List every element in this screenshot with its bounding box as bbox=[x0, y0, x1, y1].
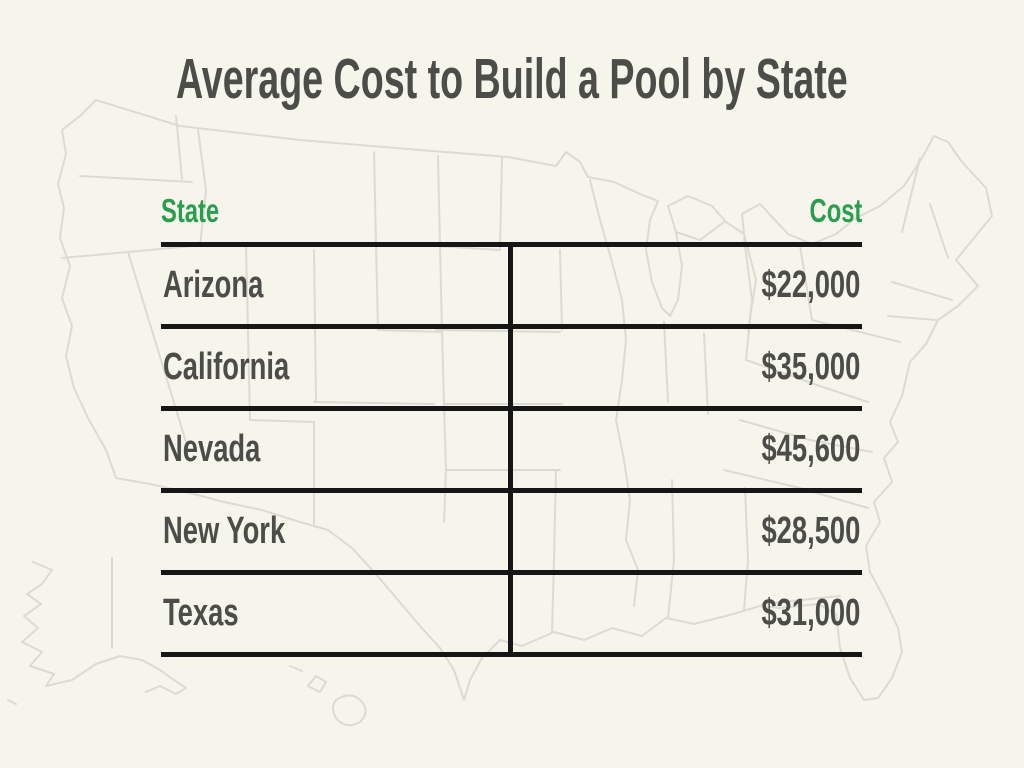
table-header-row: State Cost bbox=[161, 182, 862, 230]
table-column-divider bbox=[508, 242, 513, 652]
state-cell: Arizona bbox=[163, 264, 264, 306]
table-row: New York $28,500 bbox=[161, 488, 862, 570]
us-map-mainland-outline bbox=[57, 99, 993, 701]
table-row: California $35,000 bbox=[161, 324, 862, 406]
page-title: Average Cost to Build a Pool by State bbox=[0, 46, 1024, 112]
state-cell: Texas bbox=[163, 592, 239, 634]
cost-cell: $45,600 bbox=[761, 428, 860, 470]
column-header-cost: Cost bbox=[809, 192, 862, 229]
state-cell: Nevada bbox=[163, 428, 261, 470]
column-header-state: State bbox=[161, 192, 220, 229]
cost-cell: $31,000 bbox=[761, 592, 860, 634]
cost-table: Arizona $22,000 California $35,000 Nevad… bbox=[161, 242, 862, 657]
table-row: Nevada $45,600 bbox=[161, 406, 862, 488]
table-row: Texas $31,000 bbox=[161, 570, 862, 652]
cost-cell: $28,500 bbox=[761, 510, 860, 552]
state-cell: New York bbox=[163, 510, 286, 552]
cost-cell: $22,000 bbox=[761, 264, 860, 306]
page-title-text: Average Cost to Build a Pool by State bbox=[176, 47, 848, 111]
us-map-alaska-outline bbox=[7, 557, 187, 705]
cost-cell: $35,000 bbox=[761, 346, 860, 388]
state-cell: California bbox=[163, 346, 290, 388]
us-map-hawaii-outline bbox=[289, 665, 367, 727]
table-row: Arizona $22,000 bbox=[161, 242, 862, 324]
